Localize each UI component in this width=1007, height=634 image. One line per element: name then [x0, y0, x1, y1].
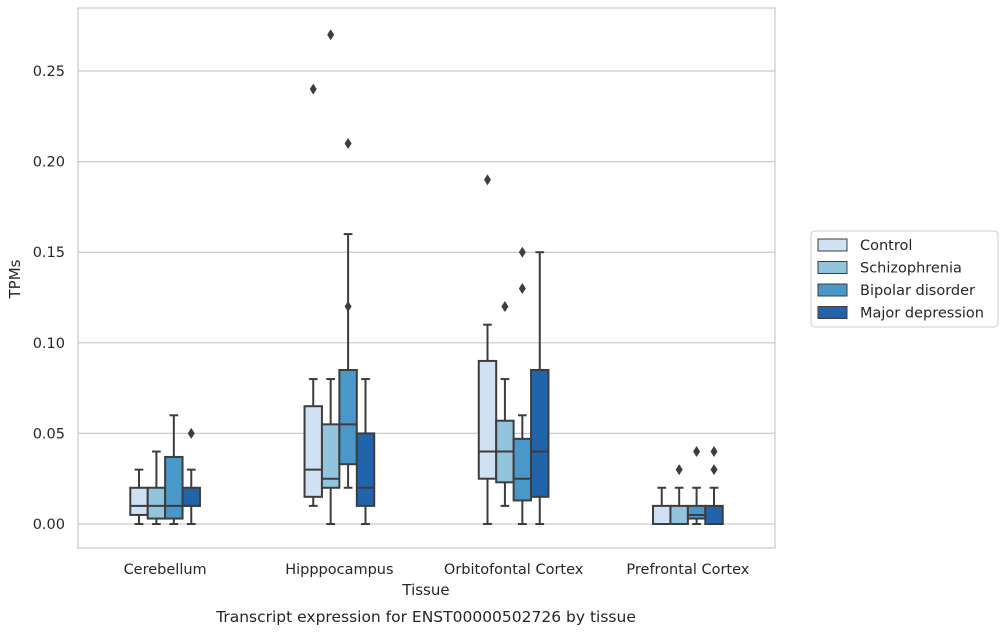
- outlier-point: [309, 83, 317, 95]
- box: [181, 486, 201, 507]
- x-tick-label: Orbitofontal Cortex: [444, 562, 584, 578]
- outlier-point: [187, 427, 195, 439]
- box-major-depression: [530, 251, 550, 525]
- legend-label: Bipolar disorder: [860, 283, 975, 299]
- outlier-point: [344, 301, 352, 313]
- box: [129, 486, 149, 516]
- box-schizophrenia: [669, 464, 689, 526]
- y-tick-label: 0.10: [33, 336, 65, 352]
- box: [146, 486, 167, 520]
- x-tick-label: Cerebellum: [124, 562, 207, 578]
- box: [355, 432, 376, 507]
- box-bipolar-disorder: [164, 414, 184, 525]
- x-tick-label: Hipppocampus: [285, 562, 393, 578]
- outlier-point: [710, 446, 718, 458]
- outlier-point: [693, 446, 701, 458]
- box: [512, 437, 533, 502]
- outlier-point: [327, 29, 335, 41]
- box-major-depression: [704, 446, 724, 526]
- box: [686, 504, 707, 520]
- box: [530, 368, 550, 498]
- y-tick-label: 0.05: [33, 426, 65, 442]
- box: [704, 504, 724, 526]
- plot-area-frame: [77, 7, 776, 549]
- box-bipolar-disorder: [686, 446, 707, 525]
- y-tick-label: 0.15: [33, 245, 65, 261]
- outlier-point: [501, 301, 509, 313]
- box-control: [477, 174, 498, 525]
- y-axis-ticks: 0.00 0.05 0.10 0.15 0.20 0.25: [33, 64, 65, 533]
- y-tick-label: 0.25: [33, 64, 65, 80]
- outlier-point: [710, 464, 718, 476]
- box-schizophrenia: [495, 301, 515, 507]
- legend-swatch: [817, 283, 848, 297]
- outlier-point: [518, 246, 526, 258]
- legend-swatch: [817, 238, 848, 252]
- box: [652, 504, 672, 526]
- outlier-point: [344, 137, 352, 149]
- box-series: [129, 29, 724, 526]
- y-tick-label: 0.20: [33, 155, 65, 171]
- y-tick-label: 0.00: [33, 517, 65, 533]
- legend-frame: [810, 230, 999, 328]
- box-schizophrenia: [320, 29, 341, 525]
- chart-caption: Transcript expression for ENST0000050272…: [215, 608, 636, 626]
- box: [164, 455, 184, 520]
- legend-swatch: [817, 306, 848, 319]
- box-bipolar-disorder: [512, 246, 533, 525]
- legend-label: Control: [860, 238, 912, 254]
- outlier-point: [518, 282, 526, 294]
- x-tick-label: Prefrontal Cortex: [626, 562, 749, 578]
- box-control: [652, 486, 672, 526]
- box-control: [303, 83, 323, 507]
- legend-label: Major depression: [860, 306, 984, 322]
- box: [477, 359, 498, 480]
- box: [338, 368, 358, 466]
- outlier-point: [675, 464, 683, 476]
- x-axis-ticks: Cerebellum Hipppocampus Orbitofontal Corte…: [124, 562, 750, 578]
- box: [303, 405, 323, 498]
- box: [669, 504, 689, 526]
- box-major-depression: [181, 427, 201, 525]
- y-axis-label: TPMs: [6, 259, 24, 299]
- box-schizophrenia: [146, 450, 167, 525]
- box-control: [129, 468, 149, 525]
- outlier-point: [483, 174, 491, 186]
- box-bipolar-disorder: [338, 137, 358, 489]
- legend-swatch: [817, 261, 848, 274]
- x-axis-label: Tissue: [401, 581, 449, 599]
- box-major-depression: [355, 378, 376, 525]
- legend-label: Schizophrenia: [860, 261, 962, 277]
- legend: Control Schizophrenia Bipolar disorder Majo…: [810, 230, 999, 328]
